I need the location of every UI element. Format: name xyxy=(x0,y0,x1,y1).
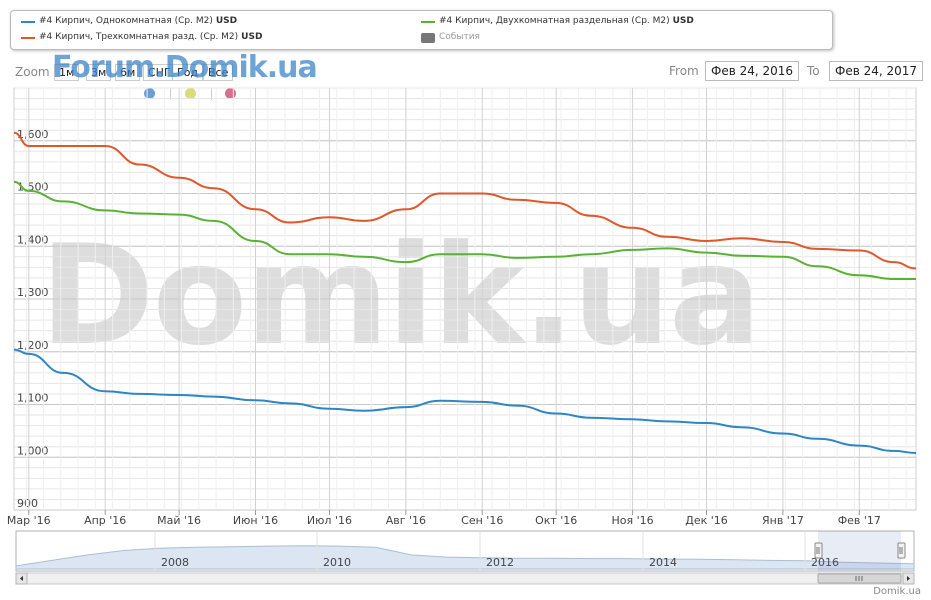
zoom-6m-button[interactable]: 6м xyxy=(115,64,141,81)
series-line-1 xyxy=(13,180,916,280)
legend-swatch-blue xyxy=(21,20,35,23)
arrow-right-icon xyxy=(907,576,910,581)
y-tick-label: 1,600 xyxy=(17,128,49,141)
domik-watermark: Domik.ua xyxy=(40,215,762,376)
x-tick-label: Сен '16 xyxy=(461,514,503,527)
zoom-3m-button[interactable]: 3м xyxy=(86,64,112,81)
y-tick-label: 1,300 xyxy=(17,286,49,299)
x-tick-label: Май '16 xyxy=(157,514,201,527)
navigator-year-label: 2012 xyxy=(486,556,514,569)
legend-unit: USD xyxy=(241,32,263,42)
legend-item-2room[interactable]: #4 Кирпич, Двухкомнатная раздельная (Ср.… xyxy=(421,16,694,27)
y-tick-label: 1,200 xyxy=(17,339,49,352)
navigator-year-label: 2008 xyxy=(161,556,189,569)
legend-label: #4 Кирпич, Двухкомнатная раздельная (Ср.… xyxy=(439,16,670,26)
legend-swatch-gray xyxy=(421,32,435,43)
legend-label: #4 Кирпич, Трехкомнатная разд. (Ср. M2) xyxy=(39,32,239,42)
marker-separator xyxy=(211,88,212,100)
legend-item-events[interactable]: События xyxy=(421,32,480,43)
marker-dot-pink[interactable] xyxy=(225,88,236,99)
range-to-label: To xyxy=(807,64,820,78)
arrow-left-icon xyxy=(20,576,23,581)
zoom-label: Zoom xyxy=(15,65,50,79)
y-tick-label: 1,000 xyxy=(17,444,49,457)
y-tick-label: 900 xyxy=(17,497,38,510)
legend-item-1room[interactable]: #4 Кирпич, Однокомнатная (Ср. M2) USD xyxy=(21,16,237,27)
marker-separator xyxy=(170,88,171,100)
x-tick-label: Дек '16 xyxy=(685,514,728,527)
y-tick-label: 1,400 xyxy=(17,233,49,246)
zoom-1m-button[interactable]: 1м xyxy=(54,64,80,81)
marker-dot-blue[interactable] xyxy=(144,88,155,99)
legend-label: #4 Кирпич, Однокомнатная (Ср. M2) xyxy=(39,16,213,26)
x-tick-label: Авг '16 xyxy=(386,514,426,527)
legend-unit: USD xyxy=(215,16,238,26)
navigator-year-label: 2014 xyxy=(649,556,677,569)
x-tick-label: Апр '16 xyxy=(84,514,126,527)
zoom-all-button[interactable]: Все xyxy=(203,64,234,81)
navigator-area xyxy=(15,545,915,570)
legend-label: События xyxy=(439,32,480,42)
credit-link[interactable]: Domik.ua xyxy=(873,586,921,597)
range-to-input[interactable]: Фев 24, 2017 xyxy=(829,61,924,81)
navigator-selection xyxy=(818,531,901,571)
legend-swatch-green xyxy=(421,20,435,23)
x-tick-label: Июл '16 xyxy=(307,514,352,527)
legend-swatch-orange xyxy=(21,36,35,39)
scrollbar-track[interactable] xyxy=(15,572,915,585)
x-tick-label: Ноя '16 xyxy=(612,514,654,527)
x-tick-label: Фев '17 xyxy=(838,514,881,527)
x-tick-label: Июн '16 xyxy=(233,514,278,527)
x-tick-label: Янв '17 xyxy=(762,514,804,527)
legend-unit: USD xyxy=(672,16,694,26)
zoom-1y-button[interactable]: Год xyxy=(172,64,204,81)
zoom-ytd-button[interactable]: СНГ xyxy=(143,64,176,81)
series-line-2 xyxy=(13,131,917,270)
range-from-input[interactable]: Фев 24, 2016 xyxy=(705,61,800,81)
series-line-0 xyxy=(13,348,917,454)
legend-item-3room[interactable]: #4 Кирпич, Трехкомнатная разд. (Ср. M2) U… xyxy=(21,32,262,43)
y-tick-label: 1,100 xyxy=(17,392,49,405)
x-tick-label: Окт '16 xyxy=(535,514,577,527)
marker-dot-yellow[interactable] xyxy=(185,88,196,99)
navigator-year-label: 2016 xyxy=(811,556,839,569)
x-tick-label: Мар '16 xyxy=(7,514,51,527)
range-from-label: From xyxy=(669,64,699,78)
navigator-year-label: 2010 xyxy=(323,556,351,569)
forum-watermark: Forum.Domik.ua xyxy=(52,50,318,85)
legend: #4 Кирпич, Однокомнатная (Ср. M2) USD #4 … xyxy=(10,10,833,50)
